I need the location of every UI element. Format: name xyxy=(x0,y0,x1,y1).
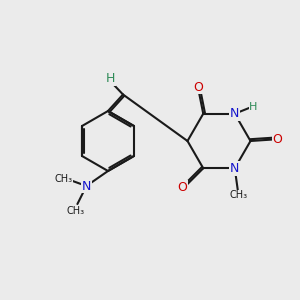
Text: N: N xyxy=(230,107,239,120)
Text: CH₃: CH₃ xyxy=(230,190,248,200)
Text: H: H xyxy=(249,101,257,112)
Text: O: O xyxy=(193,80,203,94)
Text: CH₃: CH₃ xyxy=(54,173,72,184)
Text: N: N xyxy=(82,179,91,193)
Text: O: O xyxy=(178,181,188,194)
Text: H: H xyxy=(106,72,115,86)
Text: O: O xyxy=(272,133,282,146)
Text: N: N xyxy=(230,162,239,175)
Text: CH₃: CH₃ xyxy=(67,206,85,216)
